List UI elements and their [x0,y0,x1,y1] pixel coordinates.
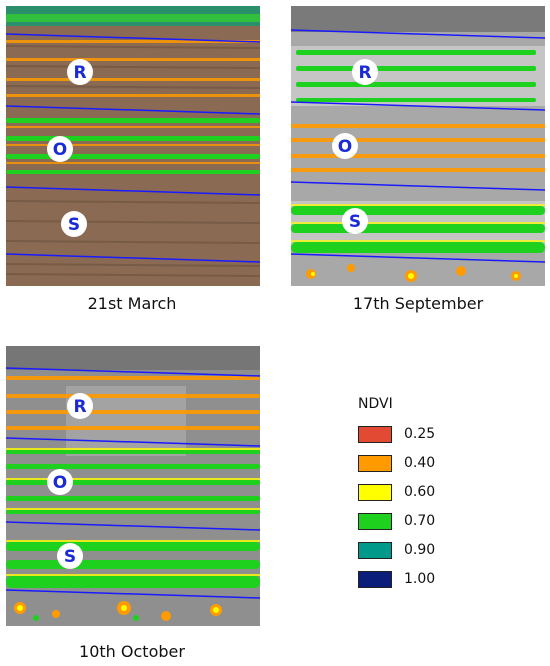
legend-label: 1.00 [404,571,436,587]
plot-label-r: R [67,393,93,419]
svg-text:S: S [68,215,80,235]
legend-label: 0.60 [404,484,436,500]
legend-swatch [358,512,392,530]
plot-label-s: S [342,208,368,234]
svg-text:S: S [349,212,361,232]
caption-october: 10th October [79,642,185,661]
svg-text:R: R [73,63,86,83]
legend-title: NDVI [358,396,393,412]
legend-swatch [358,541,392,559]
legend-label: 0.70 [404,513,436,529]
svg-text:O: O [53,473,67,493]
svg-text:R: R [358,63,371,83]
legend-swatch [358,425,392,443]
legend-item: 1.00 [358,567,498,591]
ndvi-legend: NDVI 0.25 0.40 0.60 0.70 0.90 1.00 [358,396,498,596]
ndvi-map-march: R O S [6,6,260,286]
plot-label-o: O [47,136,73,162]
legend-item: 0.70 [358,509,498,533]
svg-text:S: S [64,547,76,567]
ndvi-map-september: R O S [291,6,545,286]
plot-label-s: S [57,543,83,569]
legend-swatch [358,570,392,588]
legend-item: 0.60 [358,480,498,504]
legend-swatch [358,454,392,472]
ndvi-map-october-image: R O S [6,346,260,626]
caption-march: 21st March [87,294,177,313]
legend-label: 0.25 [404,426,436,442]
svg-text:R: R [73,397,86,417]
ndvi-map-september-image: R O S [291,6,545,286]
ndvi-map-march-image: R O S [6,6,260,286]
legend-item: 0.40 [358,451,498,475]
svg-text:O: O [338,137,352,157]
legend-label: 0.40 [404,455,436,471]
legend-item: 0.25 [358,422,498,446]
legend-swatch [358,483,392,501]
plot-label-s: S [61,211,87,237]
plot-label-r: R [352,59,378,85]
plot-label-o: O [332,133,358,159]
caption-september: 17th September [352,294,484,313]
plot-label-r: R [67,59,93,85]
ndvi-map-october: R O S [6,346,260,626]
legend-item: 0.90 [358,538,498,562]
svg-text:O: O [53,140,67,160]
plot-label-o: O [47,469,73,495]
legend-label: 0.90 [404,542,436,558]
